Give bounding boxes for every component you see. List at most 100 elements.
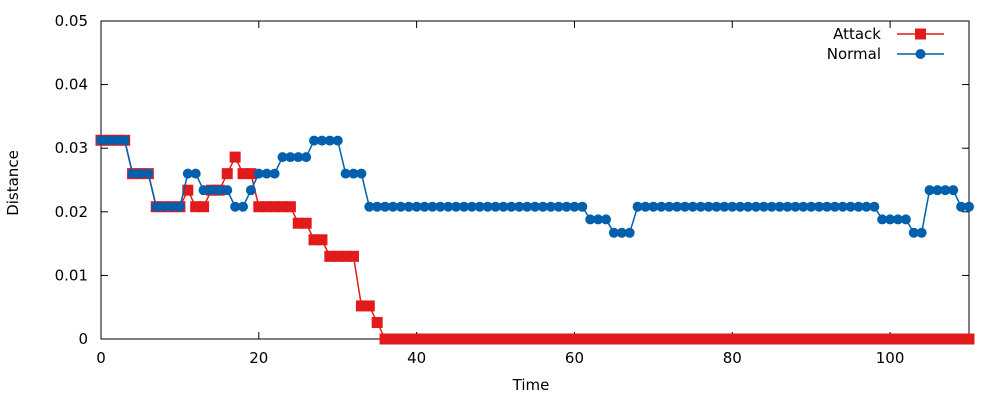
data-point-normal <box>553 201 564 212</box>
data-point-normal <box>869 201 880 212</box>
data-point-normal <box>119 135 130 146</box>
data-point-attack <box>379 333 391 345</box>
data-point-normal <box>948 185 959 196</box>
data-point-attack <box>316 234 328 246</box>
y-tick-label: 0 <box>78 330 88 348</box>
data-point-normal <box>466 201 477 212</box>
data-point-attack <box>837 333 849 345</box>
data-point-attack <box>576 333 588 345</box>
data-point-normal <box>498 201 509 212</box>
data-point-attack <box>490 333 502 345</box>
data-point-normal <box>861 201 872 212</box>
data-point-attack <box>758 333 770 345</box>
data-point-attack <box>900 333 912 345</box>
data-point-normal <box>664 201 675 212</box>
data-point-normal <box>387 201 398 212</box>
data-point-normal <box>782 201 793 212</box>
data-point-attack <box>639 333 651 345</box>
data-point-normal <box>758 201 769 212</box>
data-point-normal <box>111 135 122 146</box>
data-point-attack <box>450 333 462 345</box>
data-point-attack <box>931 333 943 345</box>
data-point-normal <box>506 201 517 212</box>
data-point-normal <box>143 168 154 179</box>
data-point-attack <box>868 333 880 345</box>
data-point-normal <box>727 201 738 212</box>
data-point-normal <box>285 152 296 163</box>
y-tick-label: 0.02 <box>55 203 88 221</box>
data-point-normal <box>474 201 485 212</box>
data-point-normal <box>245 185 256 196</box>
data-point-normal <box>482 201 493 212</box>
data-point-normal <box>932 185 943 196</box>
data-point-attack <box>269 201 281 213</box>
data-point-normal <box>814 201 825 212</box>
data-point-normal <box>537 201 548 212</box>
data-point-normal <box>964 201 974 212</box>
data-point-attack <box>703 333 715 345</box>
data-point-attack <box>671 333 683 345</box>
data-point-normal <box>522 201 533 212</box>
data-point-normal <box>601 214 612 225</box>
data-point-attack <box>592 333 604 345</box>
data-point-normal <box>324 135 335 146</box>
data-point-normal <box>719 201 730 212</box>
data-point-normal <box>593 214 604 225</box>
data-point-attack <box>348 250 360 262</box>
data-point-normal <box>624 227 635 238</box>
data-point-normal <box>853 201 864 212</box>
data-point-normal <box>703 201 714 212</box>
data-point-normal <box>695 201 706 212</box>
legend: Attack Normal <box>827 25 944 63</box>
data-point-normal <box>364 201 375 212</box>
data-point-attack <box>482 333 494 345</box>
y-tick-label: 0.04 <box>55 76 88 94</box>
y-tick-label: 0.05 <box>55 12 88 30</box>
data-point-normal <box>892 214 903 225</box>
data-point-attack <box>726 333 738 345</box>
data-point-attack <box>513 333 525 345</box>
data-point-attack <box>284 201 296 213</box>
data-point-attack <box>884 333 896 345</box>
data-point-attack <box>710 333 722 345</box>
data-point-normal <box>451 201 462 212</box>
x-tick-label: 80 <box>723 349 742 367</box>
data-point-attack <box>355 300 367 312</box>
data-point-normal <box>261 168 272 179</box>
plot-frame <box>100 20 970 340</box>
data-point-normal <box>403 201 414 212</box>
data-point-attack <box>860 333 872 345</box>
data-point-normal <box>395 201 406 212</box>
data-point-normal <box>877 214 888 225</box>
data-point-attack <box>521 333 533 345</box>
data-point-normal <box>301 152 312 163</box>
data-point-attack <box>426 333 438 345</box>
data-point-normal <box>561 201 572 212</box>
data-point-attack <box>734 333 746 345</box>
data-point-normal <box>656 201 667 212</box>
data-point-attack <box>916 333 928 345</box>
legend-marker-attack <box>915 28 926 40</box>
data-point-normal <box>845 201 856 212</box>
data-point-attack <box>411 333 423 345</box>
data-point-normal <box>711 201 722 212</box>
legend-marker-normal <box>915 49 926 59</box>
data-point-normal <box>908 227 919 238</box>
data-point-normal <box>774 201 785 212</box>
data-point-attack <box>190 201 202 213</box>
data-point-attack <box>821 333 833 345</box>
data-point-normal <box>167 201 178 212</box>
y-axis-title: Distance <box>4 150 22 216</box>
data-point-normal <box>766 201 777 212</box>
data-point-normal <box>316 135 327 146</box>
data-point-attack <box>853 333 865 345</box>
data-point-normal <box>490 201 501 212</box>
data-point-normal <box>253 168 264 179</box>
data-point-attack <box>308 234 320 246</box>
data-point-normal <box>545 201 556 212</box>
data-point-attack <box>458 333 470 345</box>
data-point-normal <box>616 227 627 238</box>
data-point-attack <box>529 333 541 345</box>
data-point-attack <box>395 333 407 345</box>
